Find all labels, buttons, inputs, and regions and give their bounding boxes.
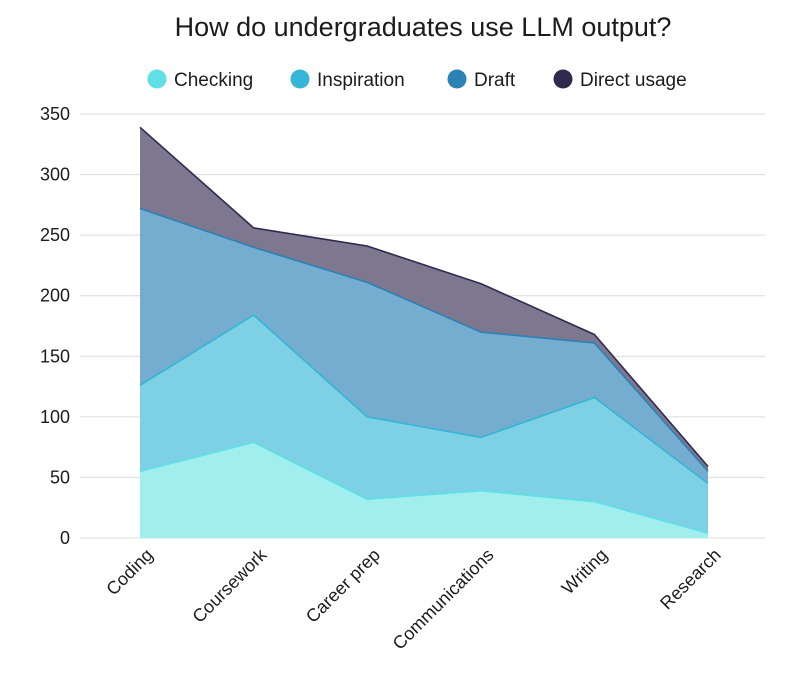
legend-swatch [553, 69, 573, 89]
y-tick-label: 0 [60, 528, 70, 548]
chart-title: How do undergraduates use LLM output? [175, 12, 672, 42]
legend-label: Inspiration [317, 70, 405, 91]
area-draft [140, 208, 708, 484]
y-tick-label: 200 [40, 286, 70, 306]
legend-item-direct-usage: Direct usage [553, 69, 687, 91]
y-tick-label: 100 [40, 407, 70, 427]
y-tick-label: 150 [40, 346, 70, 366]
legend-label: Checking [174, 70, 253, 91]
series-line-direct-usage [139, 126, 709, 468]
y-tick-label: 50 [50, 467, 70, 487]
legend-swatch [290, 69, 310, 89]
legend-item-inspiration: Inspiration [290, 69, 405, 91]
legend: Checking Inspiration Draft Direct usage [147, 69, 687, 91]
legend-item-draft: Draft [447, 69, 516, 91]
x-tick-label: Writing [558, 545, 612, 599]
y-tick-label: 350 [40, 104, 70, 124]
x-tick-label: Career prep [302, 545, 384, 627]
legend-swatch [147, 69, 167, 89]
y-tick-label: 300 [40, 165, 70, 185]
y-axis: 0 50 100 150 200 250 300 350 [40, 104, 70, 548]
x-tick-label: Coursework [188, 544, 271, 627]
area-checking [140, 442, 708, 538]
series-line-draft [139, 207, 709, 472]
legend-label: Direct usage [580, 70, 687, 91]
area-direct-usage [140, 127, 708, 472]
x-tick-label: Communications [389, 545, 498, 654]
x-axis: Coding Coursework Career prep Communication… [102, 544, 724, 654]
legend-swatch [447, 69, 467, 89]
series-line-checking [139, 441, 709, 534]
area-inspiration [140, 315, 708, 534]
x-tick-label: Research [656, 545, 725, 614]
plot-area [139, 126, 709, 538]
legend-item-checking: Checking [147, 69, 253, 91]
series-line-inspiration [139, 314, 709, 485]
legend-label: Draft [474, 70, 516, 91]
x-tick-label: Coding [102, 545, 156, 599]
y-tick-label: 250 [40, 225, 70, 245]
